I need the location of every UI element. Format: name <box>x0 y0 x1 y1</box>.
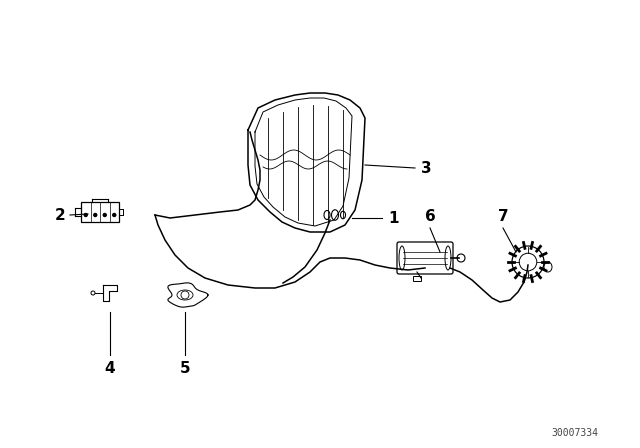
Circle shape <box>113 214 116 216</box>
Text: 1: 1 <box>388 211 399 225</box>
Text: 2: 2 <box>55 207 66 223</box>
Circle shape <box>93 214 97 216</box>
Circle shape <box>103 214 106 216</box>
Circle shape <box>84 214 87 216</box>
Text: 30007334: 30007334 <box>551 428 598 438</box>
Text: 7: 7 <box>498 209 508 224</box>
Text: 4: 4 <box>105 361 115 376</box>
Text: 6: 6 <box>424 209 435 224</box>
Text: 5: 5 <box>180 361 190 376</box>
Bar <box>413 276 421 281</box>
Bar <box>81 202 119 222</box>
Text: 3: 3 <box>421 160 431 176</box>
